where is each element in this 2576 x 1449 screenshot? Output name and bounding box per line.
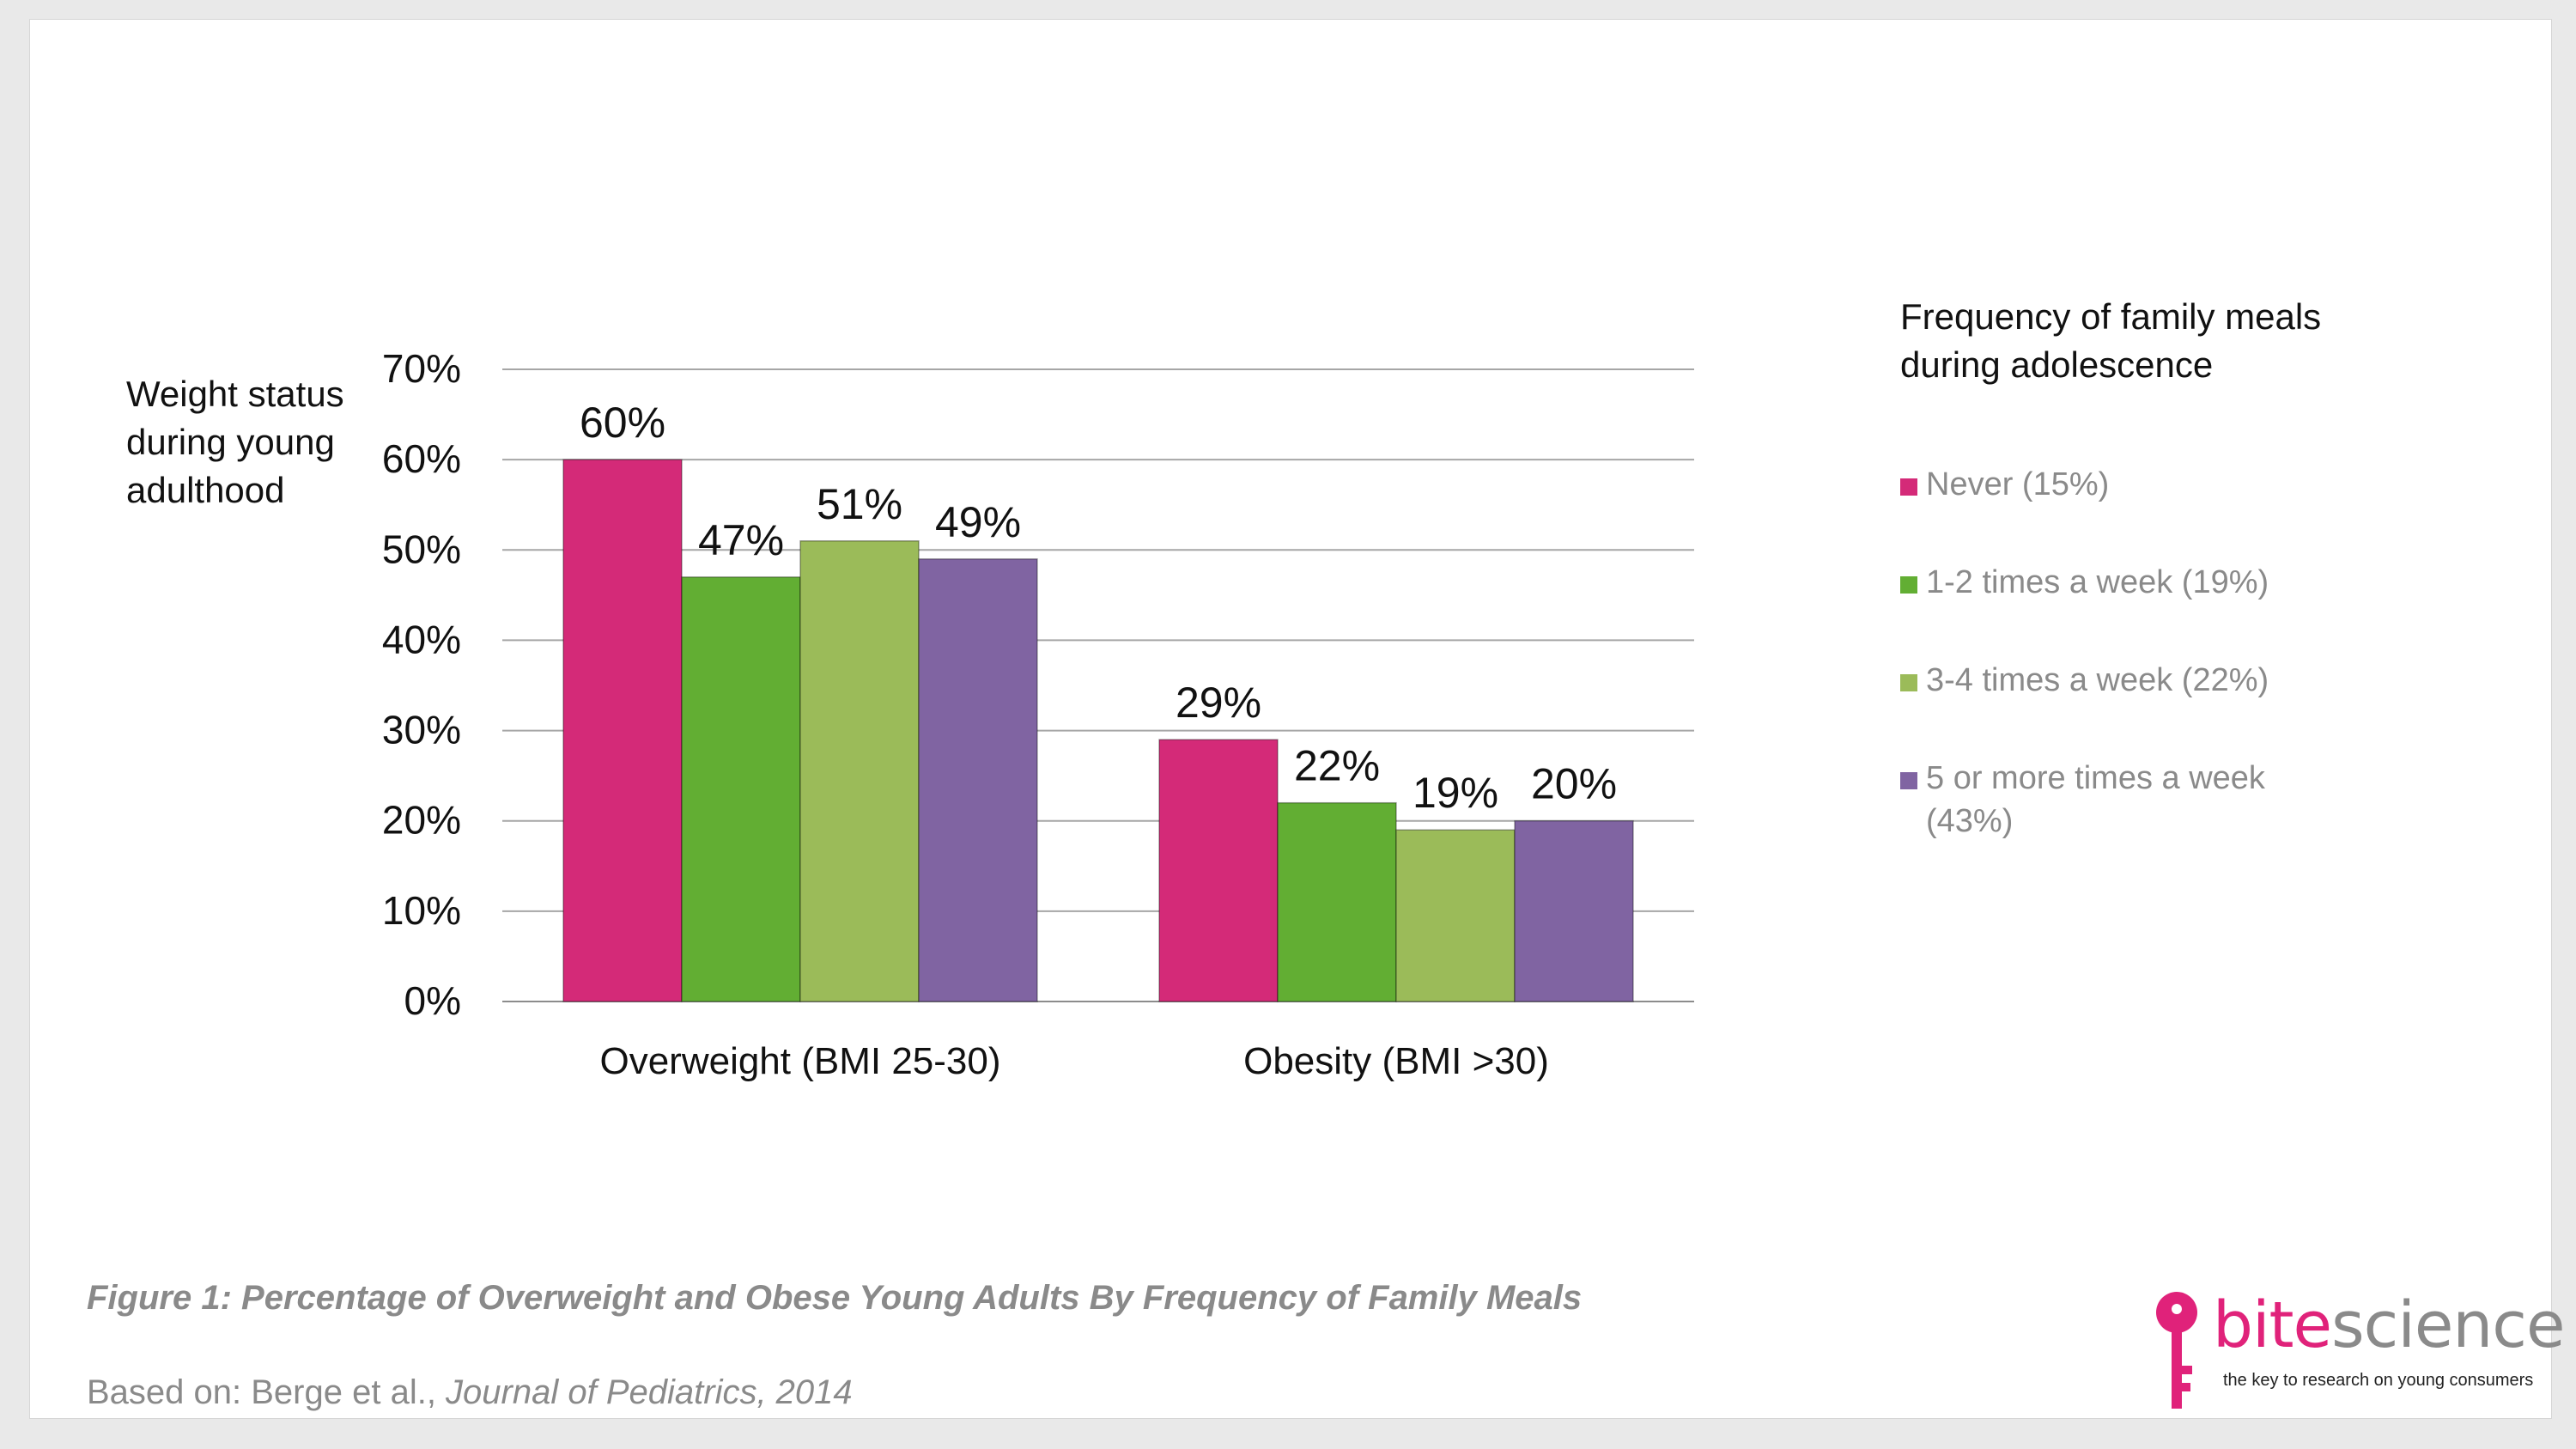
legend-item-1-2-times: 1-2 times a week (19%) [1900,561,2364,604]
logo-wordmark: bitescience [2213,1287,2566,1364]
data-label: 51% [817,480,902,528]
logo-tagline: the key to research on young consumers [2223,1371,2534,1390]
bar [1514,819,1634,1002]
legend-item-3-4-times: 3-4 times a week (22%) [1900,659,2364,702]
legend-item-never: Never (15%) [1900,463,2364,506]
data-label: 19% [1413,769,1498,817]
data-label: 22% [1294,742,1380,790]
bar [562,459,683,1002]
x-category-label: Obesity (BMI >30) [1243,1040,1549,1082]
bar [918,558,1038,1002]
legend-swatch [1900,576,1917,594]
data-label: 60% [580,399,665,447]
bar [799,540,920,1002]
data-label: 29% [1176,679,1261,727]
legend-title: Frequency of family meals during adolesc… [1900,296,2322,385]
x-category-label: Overweight (BMI 25-30) [599,1040,1000,1082]
y-axis-label: Weight status during young adulthood [126,374,344,510]
legend-swatch [1900,478,1917,496]
bar [1158,739,1279,1002]
source-prefix: Based on: Berge et al., [87,1373,447,1411]
data-label: 47% [698,516,784,564]
legend-swatch [1900,772,1917,789]
bar-chart: 0% 10% 20% 30% 40% 50% 60% 70% 60% 47% 51% 49% Overw… [382,346,1694,1082]
y-tick-label: 60% [382,436,461,481]
figure-caption: Figure 1: Percentage of Overweight and O… [87,1279,1583,1317]
y-tick-label: 40% [382,617,461,661]
legend-item-5-or-more: 5 or more times a week (43%) [1900,757,2364,843]
y-tick-label: 0% [404,978,461,1023]
key-icon [2156,1292,2197,1409]
y-tick-label: 50% [382,527,461,571]
logo-science: science [2331,1288,2565,1362]
figure-card: 0% 10% 20% 30% 40% 50% 60% 70% 60% 47% 51% 49% Overw… [29,19,2566,1419]
source-journal: Journal of Pediatrics, 2014 [446,1373,853,1411]
bar [681,576,801,1002]
legend: Frequency of family meals during adolesc… [1900,293,2381,839]
bitescience-logo: bitescience the key to research on young… [2151,1287,2566,1416]
y-tick-label: 10% [382,888,461,933]
logo-bite: bite [2213,1288,2332,1362]
data-label: 49% [935,498,1021,546]
y-tick-label: 70% [382,346,461,391]
bar [1395,829,1516,1002]
legend-swatch [1900,674,1917,691]
y-tick-label: 30% [382,708,461,752]
source-citation: Based on: Berge et al., Journal of Pedia… [87,1373,853,1412]
y-tick-label: 20% [382,798,461,843]
data-label: 20% [1531,760,1617,808]
bar [1277,801,1397,1002]
